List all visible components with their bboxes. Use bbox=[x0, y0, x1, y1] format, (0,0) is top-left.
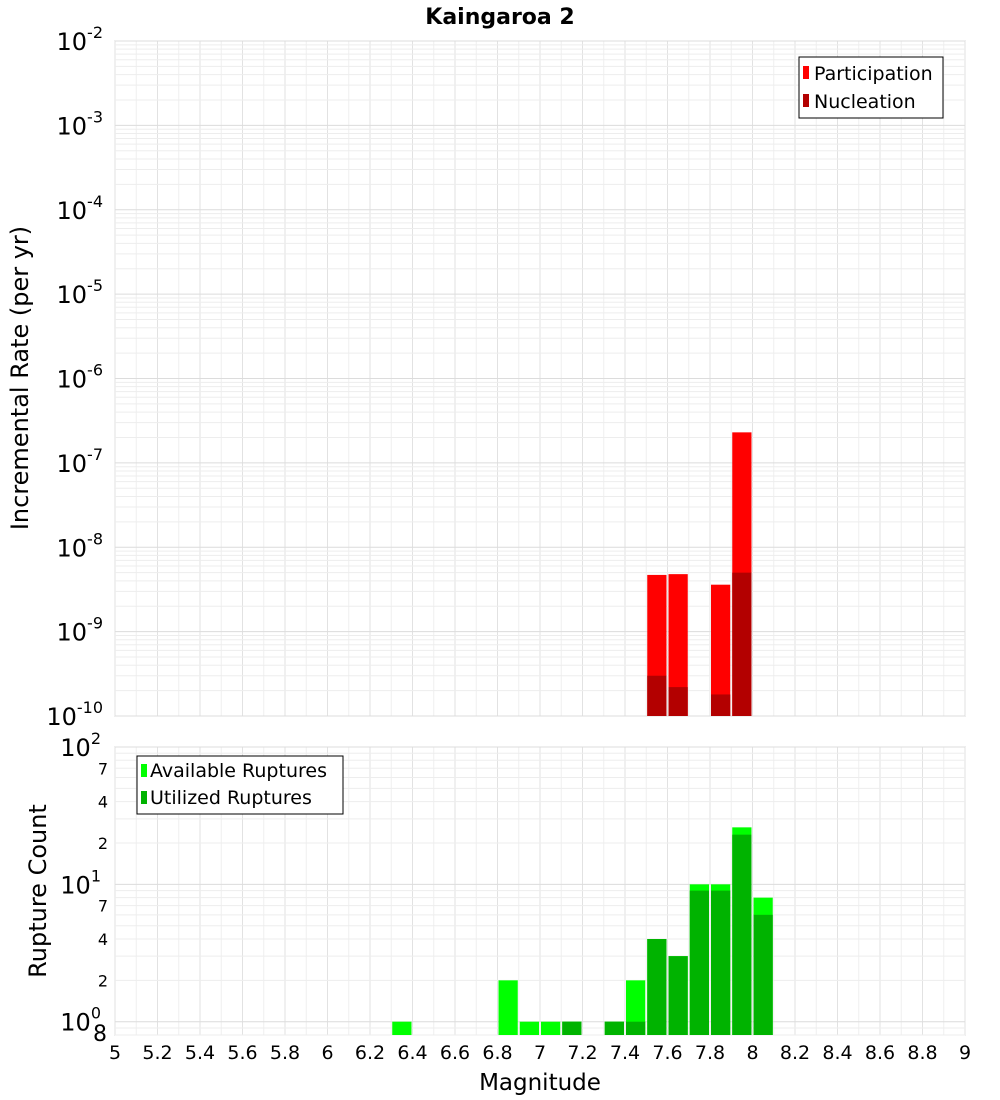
x-tick-label: 9 bbox=[959, 1042, 971, 1064]
top-y-tick-label: 10-8 bbox=[57, 529, 104, 562]
top-y-tick-label: 10-6 bbox=[57, 361, 104, 394]
top-y-tick-label: 10-7 bbox=[57, 445, 104, 478]
bottom-y-tick-label: 100 bbox=[60, 1004, 101, 1037]
bottom-bar-utilized-ruptures bbox=[711, 890, 731, 1035]
x-tick-labels: 5 5.2 5.4 5.6 5.8 6 6.2 6.4 6.6 6.8 7 7.2 7.4 7.6 7.8 8… bbox=[109, 1042, 971, 1064]
top-y-tick-label: 10-2 bbox=[57, 23, 104, 56]
bottom-legend: Available Ruptures Utilized Ruptures bbox=[136, 755, 344, 815]
bottom-bar-utilized-ruptures bbox=[668, 956, 688, 1035]
top-y-axis-label: Incremental Rate (per yr) bbox=[6, 226, 34, 530]
bottom-bar-utilized-ruptures bbox=[689, 890, 709, 1035]
top-y-tick-label: 10-9 bbox=[57, 614, 104, 647]
top-bar-participation bbox=[711, 584, 731, 716]
x-tick-label: 8.8 bbox=[907, 1042, 937, 1064]
bottom-y-tick-label: 101 bbox=[60, 866, 101, 899]
x-tick-label: 5.2 bbox=[142, 1042, 172, 1064]
legend-label-nucleation: Nucleation bbox=[814, 91, 916, 113]
bottom-y-minor-tick-label: 2 bbox=[98, 834, 108, 853]
x-tick-label: 8.2 bbox=[780, 1042, 810, 1064]
bottom-bar-available-ruptures bbox=[626, 980, 646, 1035]
x-tick-label: 7 bbox=[534, 1042, 546, 1064]
bottom-y-minor-tick-label: 7 bbox=[98, 759, 108, 778]
x-tick-label: 7.4 bbox=[610, 1042, 640, 1064]
bottom-bar-utilized-ruptures bbox=[626, 1021, 646, 1035]
top-panel: 10-10 10-9 10-8 10-7 10-6 10-5 10-4 10-3 10-2 In… bbox=[6, 23, 966, 731]
x-tick-label: 6.8 bbox=[482, 1042, 512, 1064]
bottom-y-axis-label: Rupture Count bbox=[24, 804, 52, 978]
x-tick-label: 7.8 bbox=[695, 1042, 725, 1064]
legend-swatch-available bbox=[141, 764, 147, 777]
bottom-y-minor-tick-label: 4 bbox=[98, 930, 108, 949]
bottom-legend-box bbox=[136, 755, 344, 815]
x-tick-label: 7.6 bbox=[652, 1042, 682, 1064]
bottom-y-tick-labels: 100 101 102 8 2 4 7 2 4 7 bbox=[60, 729, 108, 1047]
x-axis-label: Magnitude bbox=[479, 1070, 601, 1096]
bottom-bar-utilized-ruptures bbox=[647, 939, 667, 1035]
x-tick-label: 8 bbox=[746, 1042, 758, 1064]
bottom-y-minor-tick-label: 2 bbox=[98, 971, 108, 990]
x-tick-label: 6.2 bbox=[355, 1042, 385, 1064]
chart-title: Kaingaroa 2 bbox=[425, 5, 574, 30]
x-tick-label: 5.6 bbox=[227, 1042, 257, 1064]
x-tick-label: 6 bbox=[321, 1042, 333, 1064]
legend-swatch-nucleation bbox=[803, 94, 809, 107]
top-bar-nucleation bbox=[668, 687, 688, 716]
bottom-bar-utilized-ruptures bbox=[732, 834, 752, 1035]
bottom-panel: 100 101 102 8 2 4 7 2 4 7 5 5.2 5.4 5.6 5.8 6 6.2 6.4 6.6… bbox=[24, 729, 971, 1096]
top-legend-box bbox=[798, 56, 944, 119]
bottom-bars bbox=[392, 827, 773, 1035]
top-bar-nucleation bbox=[647, 675, 667, 716]
bottom-y-minor-tick-label: 4 bbox=[98, 793, 108, 812]
x-tick-label: 8.6 bbox=[865, 1042, 895, 1064]
top-bar-participation bbox=[668, 574, 688, 716]
x-tick-label: 6.4 bbox=[397, 1042, 427, 1064]
top-y-tick-label: 10-5 bbox=[57, 276, 104, 309]
x-tick-label: 8.4 bbox=[822, 1042, 852, 1064]
legend-swatch-utilized bbox=[141, 791, 147, 804]
x-tick-label: 5.4 bbox=[185, 1042, 215, 1064]
top-y-tick-labels: 10-10 10-9 10-8 10-7 10-6 10-5 10-4 10-3 10-2 bbox=[46, 23, 103, 731]
bottom-bar-available-ruptures bbox=[498, 980, 518, 1035]
bottom-bar-utilized-ruptures bbox=[562, 1021, 582, 1035]
top-bar-nucleation bbox=[732, 572, 752, 716]
legend-label-participation: Participation bbox=[814, 63, 933, 85]
legend-swatch-participation bbox=[803, 66, 809, 79]
legend-label-utilized: Utilized Ruptures bbox=[150, 787, 312, 809]
top-y-tick-label: 10-3 bbox=[57, 107, 104, 140]
bottom-y-minor-tick-label: 7 bbox=[98, 897, 108, 916]
legend-label-available: Available Ruptures bbox=[150, 760, 327, 782]
top-y-tick-label: 10-4 bbox=[57, 192, 104, 225]
bottom-bar-available-ruptures bbox=[519, 1021, 539, 1035]
x-tick-label: 5.8 bbox=[270, 1042, 300, 1064]
top-y-tick-label: 10-10 bbox=[46, 698, 103, 731]
top-bars bbox=[647, 432, 752, 716]
bottom-bar-available-ruptures bbox=[541, 1021, 561, 1035]
x-tick-label: 7.2 bbox=[567, 1042, 597, 1064]
top-gridlines bbox=[114, 40, 966, 717]
bottom-bar-available-ruptures bbox=[392, 1021, 412, 1035]
top-bar-nucleation bbox=[711, 694, 731, 716]
bottom-bar-utilized-ruptures bbox=[604, 1021, 624, 1035]
bottom-y-minor-tick-label: 8 bbox=[93, 1022, 107, 1047]
x-tick-label: 6.6 bbox=[440, 1042, 470, 1064]
x-tick-label: 5 bbox=[109, 1042, 121, 1064]
bottom-y-tick-label: 102 bbox=[60, 729, 101, 762]
bottom-bar-utilized-ruptures bbox=[753, 914, 773, 1035]
top-legend: Participation Nucleation bbox=[798, 56, 944, 119]
